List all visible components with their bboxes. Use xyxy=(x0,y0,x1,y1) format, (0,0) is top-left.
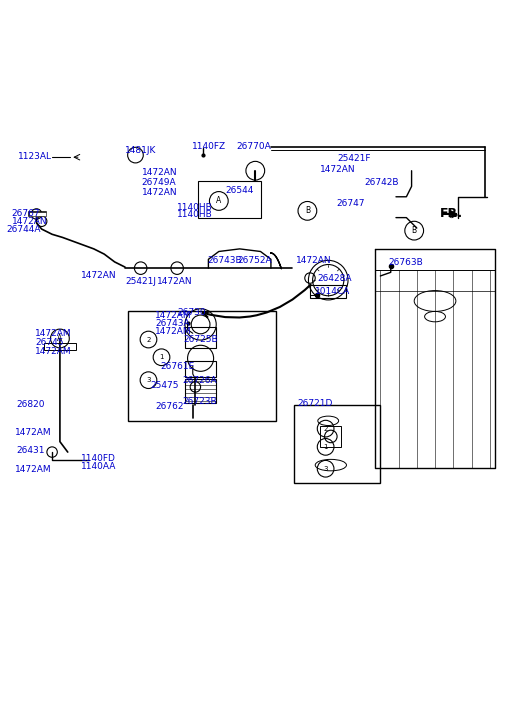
Bar xyxy=(185,361,216,377)
Text: 26721D: 26721D xyxy=(297,399,332,408)
Text: 26749A: 26749A xyxy=(142,177,176,187)
Text: 25475: 25475 xyxy=(150,381,179,390)
Text: 26428A: 26428A xyxy=(318,274,352,283)
Text: 26431: 26431 xyxy=(17,446,45,455)
Text: 26763B: 26763B xyxy=(388,258,423,268)
Text: 1472AN: 1472AN xyxy=(142,188,177,197)
Bar xyxy=(320,426,341,447)
Text: 26820: 26820 xyxy=(17,400,45,409)
Text: FR.: FR. xyxy=(440,207,463,220)
Text: A: A xyxy=(57,334,63,343)
Text: 1481JK: 1481JK xyxy=(125,146,156,156)
Bar xyxy=(128,311,276,421)
Text: 26745: 26745 xyxy=(35,338,64,348)
Text: 26744A: 26744A xyxy=(6,225,41,234)
Text: 1140HB: 1140HB xyxy=(177,210,213,219)
Text: 1472AM: 1472AM xyxy=(15,427,51,437)
Text: 1472AM: 1472AM xyxy=(35,347,72,356)
Bar xyxy=(294,405,380,483)
Text: 26742B: 26742B xyxy=(365,178,399,188)
Text: 26752A: 26752A xyxy=(237,256,271,265)
Text: 25421F: 25421F xyxy=(338,154,371,164)
Text: 26761E: 26761E xyxy=(160,361,195,371)
Bar xyxy=(185,379,216,403)
Text: 1014CA: 1014CA xyxy=(315,287,351,296)
Text: 1: 1 xyxy=(159,354,164,361)
Text: 1472AM: 1472AM xyxy=(155,327,192,336)
Text: 26770A: 26770A xyxy=(236,142,271,150)
Text: 1123AL: 1123AL xyxy=(18,152,52,161)
Text: 26743B: 26743B xyxy=(207,256,242,265)
Text: 26743A: 26743A xyxy=(155,319,190,328)
Text: B: B xyxy=(412,226,417,235)
Bar xyxy=(198,181,260,217)
Text: 1: 1 xyxy=(324,444,328,450)
Text: 1472AM: 1472AM xyxy=(155,311,192,320)
Text: 26544: 26544 xyxy=(225,185,253,195)
Text: 25421J: 25421J xyxy=(125,277,156,286)
Text: 26762: 26762 xyxy=(155,402,184,411)
Text: 26730: 26730 xyxy=(177,308,206,318)
Text: 26767: 26767 xyxy=(11,209,40,219)
Text: 3: 3 xyxy=(324,466,328,472)
Text: 1472AN: 1472AN xyxy=(142,168,177,177)
Text: 1472AN: 1472AN xyxy=(296,256,331,265)
Text: 1140FD: 1140FD xyxy=(81,454,116,463)
Text: 3: 3 xyxy=(146,377,151,383)
Text: 1140FZ: 1140FZ xyxy=(192,142,226,150)
Text: 1472AM: 1472AM xyxy=(15,465,51,474)
Text: 1472AM: 1472AM xyxy=(35,329,72,338)
Bar xyxy=(44,342,76,350)
Text: 2: 2 xyxy=(324,425,328,432)
Text: 1472AN: 1472AN xyxy=(81,271,116,281)
Text: 1472AN: 1472AN xyxy=(11,217,47,226)
Text: 26726A: 26726A xyxy=(182,376,217,385)
Text: 1472AN: 1472AN xyxy=(320,165,356,174)
Bar xyxy=(185,327,216,348)
Text: 1140AA: 1140AA xyxy=(81,462,116,470)
Text: 26725B: 26725B xyxy=(183,334,218,344)
Text: A: A xyxy=(216,196,221,206)
Text: 1140HB: 1140HB xyxy=(177,203,213,212)
Text: 26747: 26747 xyxy=(336,199,365,208)
Text: B: B xyxy=(305,206,310,215)
Text: 26723B: 26723B xyxy=(182,396,217,406)
Bar xyxy=(310,286,346,298)
Text: 2: 2 xyxy=(146,337,151,342)
Text: 1472AN: 1472AN xyxy=(157,277,193,286)
